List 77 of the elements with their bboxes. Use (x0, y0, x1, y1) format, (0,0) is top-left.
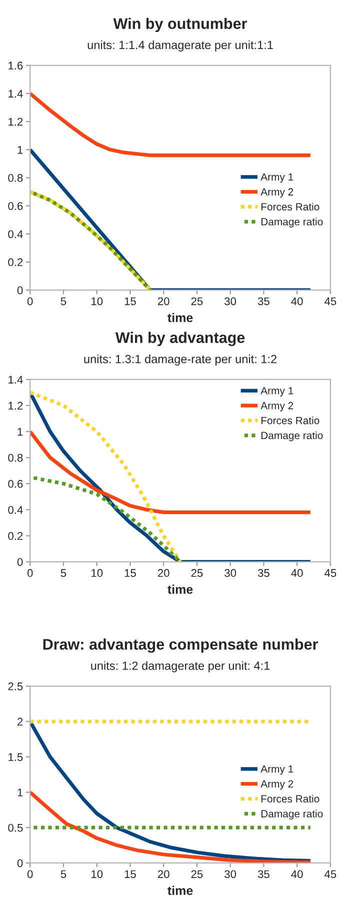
y-tick-label: 1.4 (8, 90, 23, 98)
x-tick-label: 10 (92, 569, 103, 577)
x-tick-label: 15 (124, 569, 136, 577)
y-tick-label: 2.5 (8, 682, 23, 690)
x-tick-label: 35 (258, 297, 270, 306)
y-tick-label: 1.2 (8, 402, 23, 410)
x-tick-label: 0 (27, 569, 33, 577)
x-axis-title: time (168, 584, 193, 594)
y-tick-label: 0 (17, 558, 23, 566)
x-tick-label: 35 (258, 870, 270, 878)
y-tick-label: 0.8 (8, 174, 23, 182)
y-tick-label: 0.6 (8, 202, 23, 210)
chart-title: Win by outnumber (113, 18, 248, 32)
x-tick-label: 15 (124, 870, 136, 878)
y-tick-label: 0.2 (8, 532, 23, 540)
legend-label: Army 1 (260, 765, 294, 775)
line-series (30, 92, 312, 158)
y-tick-label: 1.4 (8, 376, 23, 384)
chart-subtitle: units: 1.3:1 damage-rate per unit: 1:2 (84, 354, 276, 366)
y-tick-label: 0.2 (8, 258, 23, 266)
y-tick-label: 1.6 (8, 62, 23, 70)
y-tick-label: 0.8 (8, 454, 23, 462)
legend-label: Damage ratio (261, 218, 323, 228)
y-tick-label: 0 (17, 859, 23, 868)
x-tick-label: 5 (60, 870, 66, 878)
legend-label: Army 2 (260, 188, 294, 198)
x-axis-title: time (168, 886, 193, 896)
legend-label: Army 2 (260, 402, 294, 412)
legend-label: Army 1 (260, 387, 294, 396)
y-tick-label: 0.4 (8, 230, 23, 238)
x-tick-label: 45 (324, 569, 336, 577)
x-tick-label: 5 (60, 569, 66, 577)
y-tick-label: 0.4 (8, 506, 23, 514)
legend-label: Army 1 (260, 173, 294, 183)
x-tick-label: 5 (60, 297, 66, 306)
chart-title: Draw: advantage compensate number (43, 638, 318, 653)
chart-subtitle: units: 1:1.4 damagerate per unit:1:1 (88, 40, 273, 52)
legend-label: Forces Ratio (261, 794, 320, 802)
y-tick-label: 0.5 (8, 824, 23, 832)
line-series (30, 190, 152, 290)
x-tick-label: 20 (158, 297, 170, 306)
x-axis-title: time (168, 312, 193, 322)
legend-label: Forces Ratio (261, 202, 320, 210)
x-tick-label: 10 (92, 297, 103, 306)
y-tick-label: 2 (18, 718, 23, 726)
x-tick-label: 0 (27, 870, 33, 878)
x-tick-label: 25 (191, 297, 203, 306)
x-tick-label: 25 (191, 870, 203, 878)
x-tick-label: 0 (27, 297, 33, 306)
y-tick-label: 1.5 (8, 753, 23, 762)
x-tick-label: 40 (291, 297, 303, 306)
y-tick-label: 0.6 (8, 480, 23, 488)
y-tick-label: 1 (18, 788, 23, 796)
x-tick-label: 35 (258, 569, 270, 577)
x-tick-label: 20 (158, 569, 170, 577)
x-tick-label: 40 (291, 870, 303, 878)
x-tick-label: 30 (224, 870, 236, 878)
x-tick-label: 10 (92, 870, 103, 878)
legend-label: Army 2 (260, 780, 294, 790)
x-tick-label: 20 (158, 870, 170, 878)
chart-subtitle: units: 1:2 damagerate per unit: 4:1 (91, 661, 270, 672)
x-tick-label: 45 (324, 297, 336, 306)
x-tick-label: 25 (191, 569, 203, 577)
y-tick-label: 1.2 (8, 118, 23, 126)
x-tick-label: 30 (224, 569, 236, 577)
y-tick-label: 1 (18, 146, 23, 154)
x-tick-label: 15 (124, 297, 136, 306)
legend-label: Forces Ratio (261, 416, 320, 424)
x-tick-label: 40 (291, 569, 303, 577)
x-tick-label: 45 (324, 870, 336, 878)
legend-label: Damage ratio (261, 810, 323, 820)
legend-label: Damage ratio (261, 432, 323, 442)
line-series (30, 390, 182, 562)
x-tick-label: 30 (224, 297, 236, 306)
chart-title: Win by advantage (115, 332, 245, 346)
y-tick-label: 0 (17, 286, 23, 294)
y-tick-label: 1 (18, 428, 23, 436)
